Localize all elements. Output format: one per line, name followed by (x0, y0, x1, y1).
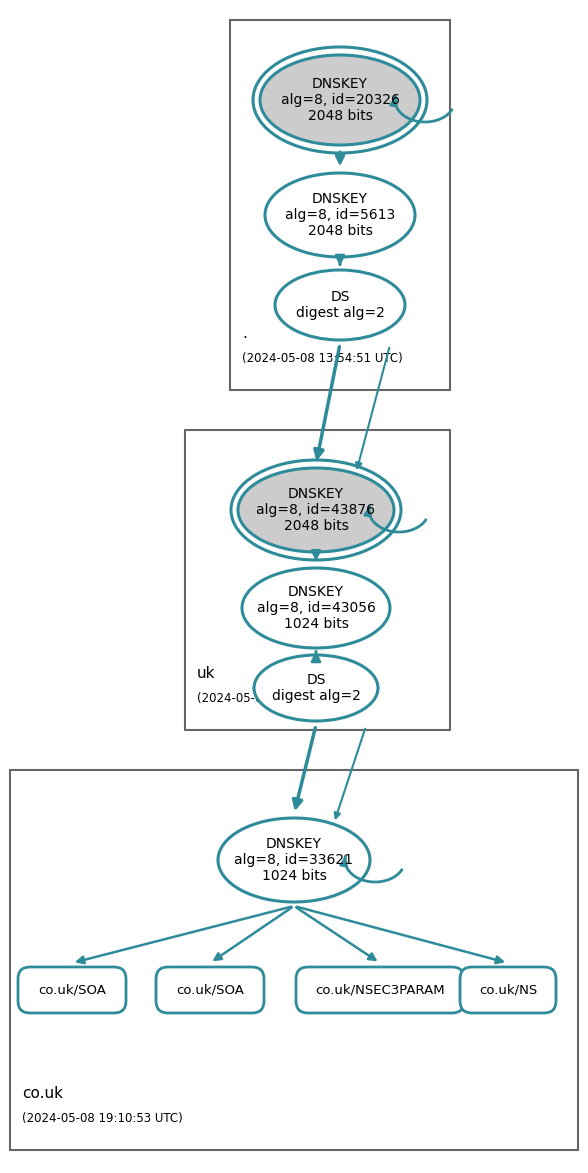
Text: co.uk/SOA: co.uk/SOA (176, 983, 244, 997)
Text: DS
digest alg=2: DS digest alg=2 (272, 673, 360, 703)
Text: (2024-05-08 13:54:51 UTC): (2024-05-08 13:54:51 UTC) (242, 352, 403, 365)
Text: DS
digest alg=2: DS digest alg=2 (296, 290, 385, 320)
Ellipse shape (218, 818, 370, 902)
Text: co.uk/NSEC3PARAM: co.uk/NSEC3PARAM (315, 983, 445, 997)
Bar (10, 769, 578, 1150)
Ellipse shape (242, 568, 390, 647)
Text: (2024-05-08 19:10:53 UTC): (2024-05-08 19:10:53 UTC) (22, 1112, 183, 1125)
FancyBboxPatch shape (156, 967, 264, 1013)
Text: DNSKEY
alg=8, id=33621
1024 bits: DNSKEY alg=8, id=33621 1024 bits (235, 836, 353, 883)
Text: (2024-05-08 17:29:36 UTC): (2024-05-08 17:29:36 UTC) (197, 692, 358, 705)
Ellipse shape (260, 55, 420, 145)
FancyBboxPatch shape (296, 967, 464, 1013)
FancyBboxPatch shape (18, 967, 126, 1013)
Text: co.uk/NS: co.uk/NS (479, 983, 537, 997)
Text: DNSKEY
alg=8, id=5613
2048 bits: DNSKEY alg=8, id=5613 2048 bits (285, 192, 395, 238)
FancyBboxPatch shape (460, 967, 556, 1013)
Text: DNSKEY
alg=8, id=43876
2048 bits: DNSKEY alg=8, id=43876 2048 bits (256, 487, 376, 534)
Text: DNSKEY
alg=8, id=20326
2048 bits: DNSKEY alg=8, id=20326 2048 bits (280, 76, 399, 123)
Text: uk: uk (197, 666, 215, 682)
Text: DNSKEY
alg=8, id=43056
1024 bits: DNSKEY alg=8, id=43056 1024 bits (256, 585, 375, 631)
Bar (185, 430, 450, 730)
Ellipse shape (265, 172, 415, 257)
Text: .: . (242, 326, 247, 341)
Text: co.uk/SOA: co.uk/SOA (38, 983, 106, 997)
Text: co.uk: co.uk (22, 1086, 63, 1101)
Bar (230, 20, 450, 389)
Ellipse shape (254, 655, 378, 721)
Ellipse shape (275, 270, 405, 340)
Ellipse shape (238, 468, 394, 552)
